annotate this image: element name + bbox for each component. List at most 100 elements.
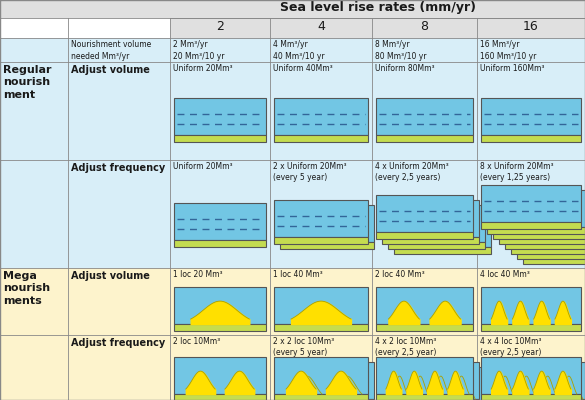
- Bar: [274, 98, 368, 135]
- Text: 2 Mm³/yr
20 Mm³/10 yr: 2 Mm³/yr 20 Mm³/10 yr: [173, 40, 225, 61]
- Text: Uniform 160Mm³: Uniform 160Mm³: [480, 64, 545, 73]
- Text: Adjust frequency: Adjust frequency: [71, 338, 165, 348]
- Bar: [174, 357, 266, 394]
- Bar: [0, 160, 585, 268]
- Bar: [382, 200, 479, 237]
- Bar: [499, 237, 585, 244]
- Bar: [481, 98, 581, 135]
- Text: 2 loc 10Mm³: 2 loc 10Mm³: [173, 337, 220, 346]
- Text: 4 loc 40 Mm³: 4 loc 40 Mm³: [480, 270, 530, 279]
- Text: Uniform 20Mm³: Uniform 20Mm³: [173, 64, 233, 73]
- Bar: [394, 210, 491, 247]
- Bar: [274, 394, 368, 400]
- Text: Uniform 40Mm³: Uniform 40Mm³: [273, 64, 333, 73]
- Bar: [376, 287, 473, 324]
- Text: 4 x 2 loc 10Mm³
(every 2,5 year): 4 x 2 loc 10Mm³ (every 2,5 year): [375, 337, 436, 357]
- Bar: [174, 203, 266, 240]
- Text: Adjust volume: Adjust volume: [71, 65, 150, 75]
- Text: Uniform 20Mm³: Uniform 20Mm³: [173, 162, 233, 171]
- Bar: [487, 190, 585, 227]
- Bar: [394, 247, 491, 254]
- Bar: [523, 220, 585, 257]
- Bar: [499, 200, 585, 237]
- Bar: [487, 399, 585, 400]
- Text: 2 loc 40 Mm³: 2 loc 40 Mm³: [375, 270, 425, 279]
- Bar: [487, 227, 585, 234]
- Bar: [274, 237, 368, 244]
- Text: 4 x 4 loc 10Mm³
(every 2,5 year): 4 x 4 loc 10Mm³ (every 2,5 year): [480, 337, 542, 357]
- Bar: [280, 242, 374, 249]
- Bar: [481, 394, 581, 400]
- Text: 2 x Uniform 20Mm³
(every 5 year): 2 x Uniform 20Mm³ (every 5 year): [273, 162, 347, 182]
- Text: 4 x Uniform 20Mm³
(every 2,5 years): 4 x Uniform 20Mm³ (every 2,5 years): [375, 162, 449, 182]
- Text: 16 Mm³/yr
160 Mm³/10 yr: 16 Mm³/yr 160 Mm³/10 yr: [480, 40, 536, 61]
- Bar: [376, 394, 473, 400]
- Bar: [280, 362, 374, 399]
- Bar: [274, 287, 368, 324]
- Bar: [523, 257, 585, 264]
- Bar: [382, 362, 479, 399]
- Bar: [174, 98, 266, 135]
- Bar: [376, 357, 473, 394]
- Bar: [487, 362, 585, 399]
- Bar: [493, 232, 585, 239]
- Text: 2: 2: [216, 20, 224, 33]
- Bar: [481, 135, 581, 142]
- Bar: [376, 98, 473, 135]
- Bar: [382, 237, 479, 244]
- Text: Sea level rise rates (mm/yr): Sea level rise rates (mm/yr): [280, 1, 476, 14]
- Bar: [280, 399, 374, 400]
- Bar: [280, 205, 374, 242]
- Bar: [517, 215, 585, 252]
- Bar: [499, 372, 585, 400]
- Bar: [505, 205, 585, 242]
- Text: 8 Mm³/yr
80 Mm³/10 yr: 8 Mm³/yr 80 Mm³/10 yr: [375, 40, 426, 61]
- Bar: [376, 324, 473, 331]
- Bar: [174, 287, 266, 324]
- Bar: [0, 62, 585, 160]
- Bar: [394, 372, 491, 400]
- Text: Adjust frequency: Adjust frequency: [71, 163, 165, 173]
- Text: 1 loc 20 Mm³: 1 loc 20 Mm³: [173, 270, 223, 279]
- Bar: [505, 242, 585, 249]
- Bar: [376, 195, 473, 232]
- Bar: [274, 200, 368, 237]
- Bar: [511, 247, 585, 254]
- Text: Regular
nourish
ment: Regular nourish ment: [3, 65, 51, 100]
- Bar: [170, 18, 585, 38]
- Bar: [511, 210, 585, 247]
- Bar: [174, 240, 266, 247]
- Text: Mega
nourish
ments: Mega nourish ments: [3, 271, 50, 306]
- Bar: [274, 357, 368, 394]
- Bar: [382, 399, 479, 400]
- Text: 16: 16: [523, 20, 539, 33]
- Bar: [493, 195, 585, 232]
- Bar: [174, 135, 266, 142]
- Text: Nourishment volume
needed Mm³/yr: Nourishment volume needed Mm³/yr: [71, 40, 152, 61]
- Bar: [174, 394, 266, 400]
- Text: 1 loc 40 Mm³: 1 loc 40 Mm³: [273, 270, 323, 279]
- Text: 4: 4: [317, 20, 325, 33]
- Bar: [517, 252, 585, 259]
- Text: Adjust volume: Adjust volume: [71, 271, 150, 281]
- Text: 2 x 2 loc 10Mm³
(every 5 year): 2 x 2 loc 10Mm³ (every 5 year): [273, 337, 334, 357]
- Bar: [481, 357, 581, 394]
- Bar: [376, 135, 473, 142]
- Text: 8 x Uniform 20Mm³
(every 1,25 years): 8 x Uniform 20Mm³ (every 1,25 years): [480, 162, 553, 182]
- Bar: [376, 232, 473, 239]
- Bar: [0, 335, 585, 400]
- Bar: [0, 268, 585, 335]
- Bar: [274, 135, 368, 142]
- Text: Uniform 80Mm³: Uniform 80Mm³: [375, 64, 435, 73]
- Bar: [481, 287, 581, 324]
- Bar: [388, 242, 485, 249]
- Bar: [174, 324, 266, 331]
- Bar: [481, 222, 581, 229]
- Bar: [493, 367, 585, 400]
- Bar: [274, 324, 368, 331]
- Bar: [481, 185, 581, 222]
- Text: 4 Mm³/yr
40 Mm³/10 yr: 4 Mm³/yr 40 Mm³/10 yr: [273, 40, 325, 61]
- Bar: [481, 324, 581, 331]
- Bar: [388, 205, 485, 242]
- Bar: [0, 38, 585, 62]
